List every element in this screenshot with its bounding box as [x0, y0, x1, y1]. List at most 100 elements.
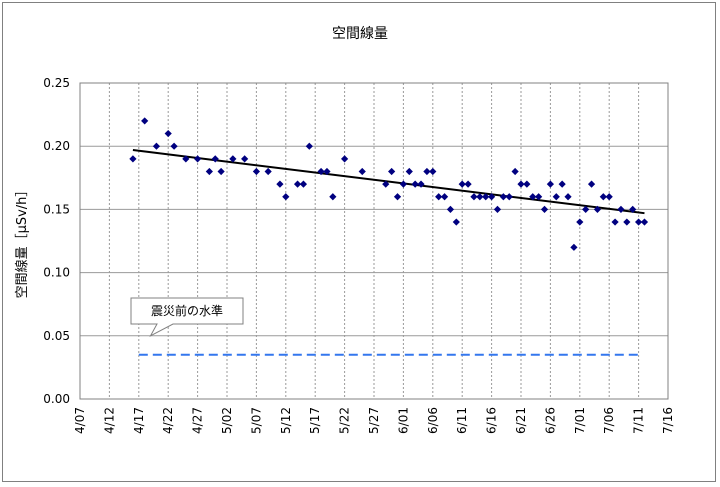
x-tick-label: 5/27 — [367, 407, 381, 434]
data-point — [576, 218, 584, 226]
x-tick-label: 5/17 — [308, 407, 322, 434]
data-point — [482, 193, 490, 201]
x-tick-label: 6/01 — [396, 407, 410, 434]
data-point — [623, 218, 631, 226]
data-point — [164, 129, 172, 138]
x-tick-label: 5/02 — [220, 407, 234, 434]
data-point — [429, 167, 437, 176]
data-point — [546, 180, 554, 188]
x-tick-label: 6/16 — [485, 407, 499, 434]
data-point — [529, 193, 537, 201]
data-point — [405, 167, 413, 176]
x-tick-label: 4/22 — [161, 407, 175, 434]
data-point — [305, 142, 313, 150]
data-point — [141, 117, 149, 125]
data-point — [423, 167, 431, 176]
chart-svg: 空間線量 0.000.050.100.150.200.25 4/07 4/12 4/… — [14, 26, 675, 434]
data-point — [264, 167, 272, 176]
data-point — [382, 180, 390, 188]
x-tick-label: 6/11 — [455, 407, 469, 434]
x-tick-label: 6/21 — [514, 407, 528, 434]
data-point — [587, 180, 596, 188]
y-axis-label: 空間線量［μSv/h］ — [14, 184, 30, 299]
data-point — [329, 193, 337, 201]
data-point — [252, 167, 260, 176]
data-point — [217, 167, 225, 176]
x-tick-label: 6/26 — [543, 407, 557, 434]
data-point — [170, 142, 178, 150]
y-axis-ticks: 0.00 0.05 0.10 0.15 0.20 0.25 — [43, 76, 70, 406]
x-tick-label: 7/16 — [661, 407, 675, 434]
data-point — [511, 167, 519, 176]
data-point — [535, 193, 543, 201]
x-tick-label: 7/01 — [573, 407, 587, 434]
data-point — [411, 180, 419, 188]
data-point — [182, 155, 190, 163]
data-point — [582, 205, 590, 213]
data-point — [417, 180, 425, 188]
annotation-text: 震災前の水準 — [151, 303, 223, 318]
x-tick-label: 4/12 — [102, 407, 116, 434]
x-axis-ticks: 4/07 4/12 4/17 4/22 4/27 5/02 5/07 5/12 5/17 5/22… — [73, 407, 675, 434]
callout-shape — [130, 297, 244, 338]
data-point — [593, 205, 602, 213]
data-point — [605, 193, 613, 201]
data-point — [194, 155, 202, 163]
data-point — [282, 193, 290, 201]
x-tick-label: 4/17 — [132, 407, 146, 434]
y-tick-label: 0.15 — [43, 202, 70, 216]
data-point — [152, 142, 161, 150]
data-point — [341, 155, 349, 163]
data-point — [458, 180, 466, 188]
data-point — [440, 193, 449, 201]
plot-area — [79, 82, 669, 400]
annotation-callout: 震災前の水準 — [130, 297, 244, 338]
data-point — [570, 243, 578, 251]
data-point — [293, 180, 302, 188]
trendline — [132, 148, 645, 215]
data-point — [229, 155, 237, 163]
data-point — [129, 155, 137, 163]
data-point — [358, 167, 366, 176]
data-point — [446, 205, 455, 213]
data-point — [523, 180, 531, 188]
y-tick-label: 0.25 — [43, 76, 70, 90]
data-point — [205, 167, 213, 176]
x-tick-label: 4/07 — [73, 407, 87, 434]
data-point — [388, 167, 396, 176]
y-tick-label: 0.05 — [43, 329, 70, 343]
data-point — [435, 193, 443, 201]
data-point — [517, 180, 525, 188]
x-tick-label: 5/22 — [338, 407, 352, 434]
data-point — [635, 218, 643, 226]
data-point — [470, 193, 478, 201]
data-point — [276, 180, 284, 188]
x-tick-label: 4/27 — [191, 407, 205, 434]
data-point — [552, 193, 560, 201]
data-point — [464, 180, 472, 188]
x-tick-label: 7/06 — [602, 407, 616, 434]
data-point — [617, 205, 625, 213]
data-point — [564, 193, 572, 201]
data-point — [399, 180, 407, 188]
data-point — [241, 155, 249, 163]
data-point — [499, 193, 507, 201]
x-tick-label: 5/12 — [279, 407, 293, 434]
data-point — [299, 180, 308, 188]
data-point — [505, 193, 513, 201]
y-tick-label: 0.00 — [43, 392, 70, 406]
x-tick-label: 5/07 — [249, 407, 263, 434]
y-tick-label: 0.10 — [43, 266, 70, 280]
data-point — [488, 193, 496, 201]
data-point — [317, 167, 325, 176]
data-point — [476, 193, 484, 201]
data-point — [393, 193, 402, 201]
data-point — [599, 193, 607, 201]
data-point — [493, 205, 502, 213]
data-point — [540, 205, 549, 213]
data-points — [129, 117, 649, 251]
data-point — [211, 155, 219, 163]
y-tick-label: 0.20 — [43, 139, 70, 153]
chart-title: 空間線量 — [332, 26, 388, 42]
data-point — [611, 218, 619, 226]
